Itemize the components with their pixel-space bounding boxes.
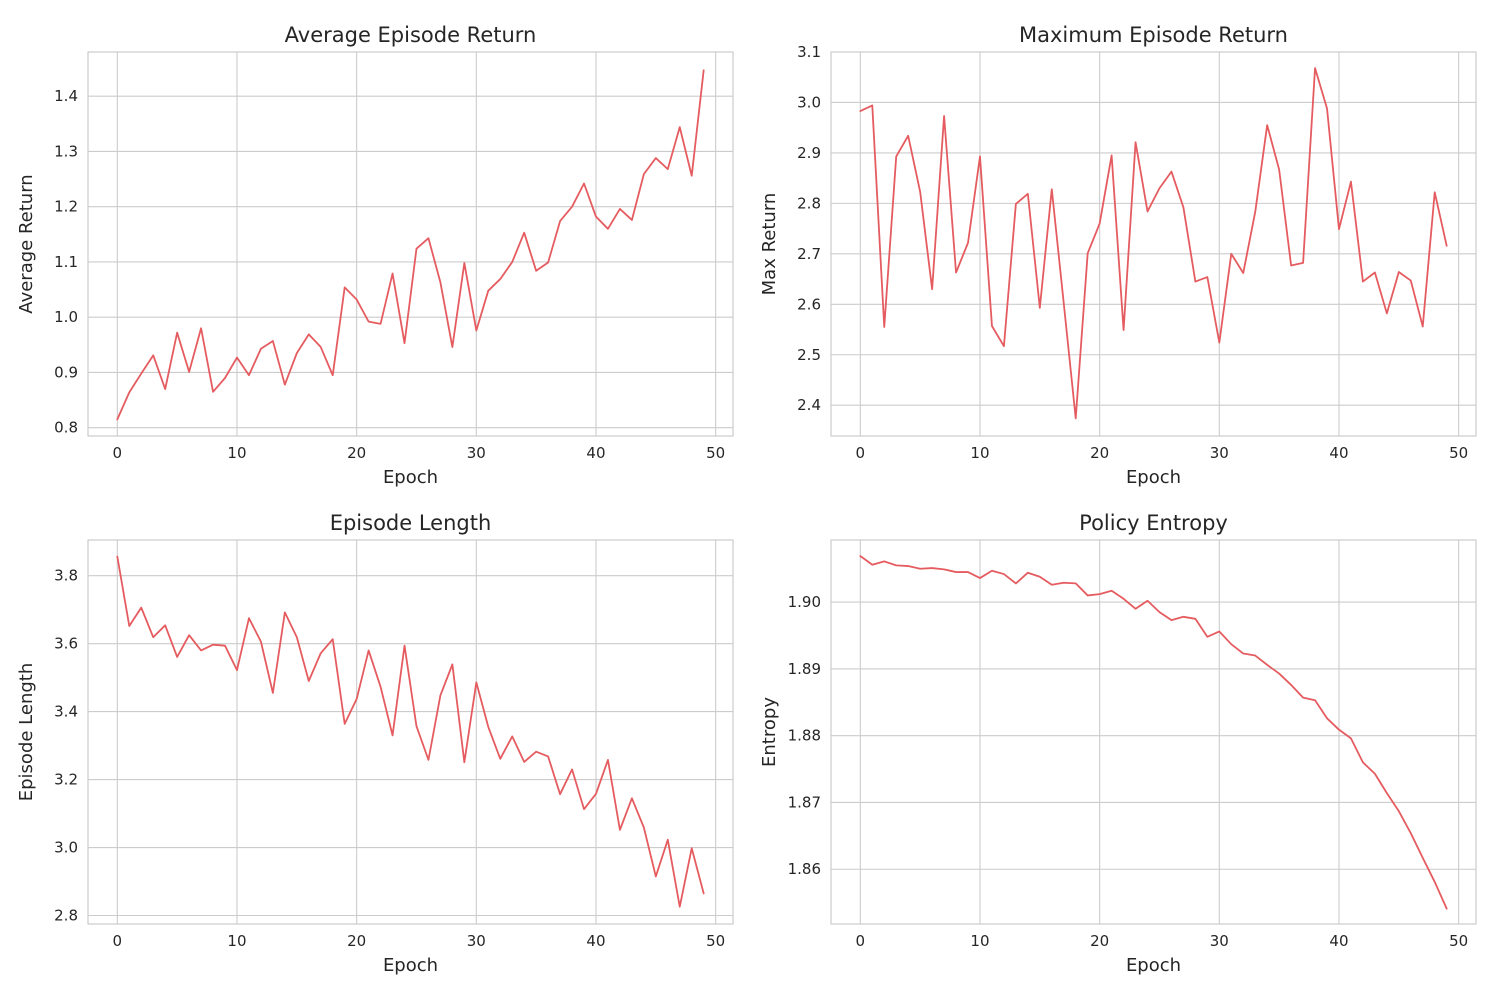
x-tick-label: 20 xyxy=(347,444,366,462)
y-tick-label: 3.0 xyxy=(797,93,821,111)
y-tick-label: 1.88 xyxy=(788,727,821,745)
x-axis-label: Epoch xyxy=(1126,955,1181,976)
y-tick-label: 3.0 xyxy=(54,839,78,857)
x-tick-label: 0 xyxy=(856,932,866,950)
x-tick-label: 20 xyxy=(1090,932,1109,950)
y-tick-label: 2.4 xyxy=(797,396,821,414)
y-tick-label: 0.9 xyxy=(54,363,78,381)
chart-panel-3: 0 10 20 30 40 50 2.8 3.0 3.2 3.4 3.6 3.8 Episode Len… xyxy=(16,511,734,976)
x-tick-label: 10 xyxy=(227,444,246,462)
x-tick-label: 50 xyxy=(706,444,725,462)
x-tick-label: 40 xyxy=(1329,932,1348,950)
x-tick-label: 20 xyxy=(347,932,366,950)
x-tick-label: 20 xyxy=(1090,444,1109,462)
plot-frame xyxy=(87,51,734,437)
plot-frame xyxy=(87,539,734,925)
x-tick-label: 50 xyxy=(706,932,725,950)
x-tick-label: 0 xyxy=(113,932,123,950)
y-tick-label: 1.3 xyxy=(54,142,78,160)
x-tick-label: 0 xyxy=(856,444,866,462)
y-tick-label: 2.8 xyxy=(54,907,78,925)
series-line xyxy=(859,67,1448,420)
plot-frame xyxy=(830,539,1477,925)
chart-panel-2: 0 10 20 30 40 50 2.4 2.5 2.6 2.7 2.8 2.9 3.0 3.1 Maxim… xyxy=(759,23,1477,488)
x-axis-label: Epoch xyxy=(383,955,438,976)
y-axis-label: Max Return xyxy=(759,193,780,296)
series-line xyxy=(116,69,705,421)
y-tick-label: 2.9 xyxy=(797,144,821,162)
y-tick-label: 3.2 xyxy=(54,771,78,789)
y-tick-label: 2.6 xyxy=(797,295,821,313)
y-tick-label: 3.1 xyxy=(797,43,821,61)
x-tick-label: 30 xyxy=(467,932,486,950)
x-tick-label: 40 xyxy=(586,932,605,950)
chart-title: Policy Entropy xyxy=(1079,511,1228,535)
chart-panel-4: 0 10 20 30 40 50 1.86 1.87 1.88 1.89 1.90 Policy En… xyxy=(759,511,1477,976)
x-tick-label: 50 xyxy=(1449,932,1468,950)
y-tick-label: 1.87 xyxy=(788,793,821,811)
y-tick-label: 3.4 xyxy=(54,703,78,721)
x-tick-label: 30 xyxy=(1210,444,1229,462)
x-tick-label: 30 xyxy=(467,444,486,462)
x-tick-label: 0 xyxy=(113,444,123,462)
y-tick-label: 1.86 xyxy=(788,860,821,878)
y-tick-label: 2.7 xyxy=(797,245,821,263)
chart-title: Maximum Episode Return xyxy=(1019,23,1288,47)
x-tick-label: 30 xyxy=(1210,932,1229,950)
series-line xyxy=(116,555,705,908)
x-tick-label: 50 xyxy=(1449,444,1468,462)
x-tick-label: 10 xyxy=(970,932,989,950)
y-axis-label: Episode Length xyxy=(16,663,37,802)
y-tick-label: 1.2 xyxy=(54,198,78,216)
x-tick-label: 10 xyxy=(227,932,246,950)
chart-title: Average Episode Return xyxy=(285,23,537,47)
y-tick-label: 2.5 xyxy=(797,346,821,364)
y-tick-label: 1.89 xyxy=(788,660,821,678)
x-tick-label: 40 xyxy=(1329,444,1348,462)
y-tick-label: 1.1 xyxy=(54,253,78,271)
y-axis-label: Average Return xyxy=(16,174,37,313)
y-tick-label: 1.90 xyxy=(788,593,821,611)
chart-panel-1: 0 10 20 30 40 50 0.8 0.9 1.0 1.1 1.2 1.3 1.4 Average … xyxy=(16,23,734,488)
series-line xyxy=(859,555,1448,910)
plot-frame xyxy=(830,51,1477,437)
x-axis-label: Epoch xyxy=(383,467,438,488)
y-tick-label: 1.0 xyxy=(54,308,78,326)
y-tick-label: 1.4 xyxy=(54,87,78,105)
y-axis-label: Entropy xyxy=(759,697,780,767)
x-tick-label: 40 xyxy=(586,444,605,462)
x-axis-label: Epoch xyxy=(1126,467,1181,488)
x-tick-label: 10 xyxy=(970,444,989,462)
y-tick-label: 0.8 xyxy=(54,419,78,437)
y-tick-label: 3.6 xyxy=(54,635,78,653)
y-tick-label: 2.8 xyxy=(797,194,821,212)
chart-title: Episode Length xyxy=(330,511,492,535)
y-tick-label: 3.8 xyxy=(54,567,78,585)
